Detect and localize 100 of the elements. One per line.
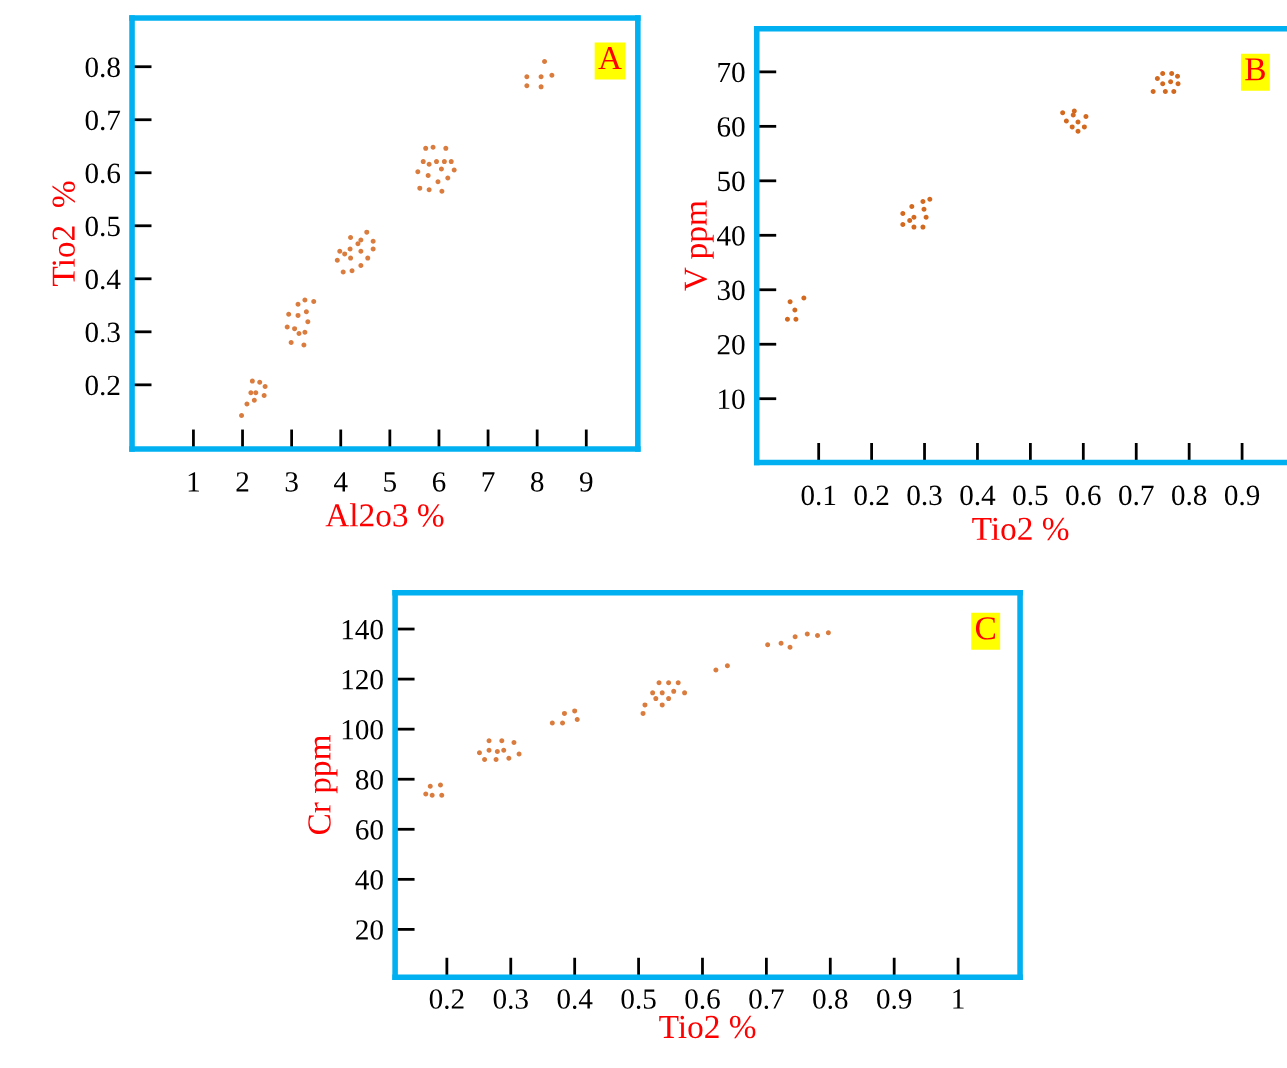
y-tick-label: 0.6: [85, 163, 121, 184]
point: [1060, 110, 1066, 116]
x-tick-label: 0.6: [685, 989, 720, 1009]
point: [921, 206, 927, 212]
annotation: C: [975, 617, 995, 640]
point: [494, 748, 500, 754]
point: [429, 792, 435, 798]
point: [923, 214, 929, 220]
x-tick-label: 0.9: [877, 989, 912, 1009]
point: [1150, 88, 1156, 94]
point: [907, 218, 913, 224]
point: [675, 680, 681, 686]
x-tick-label: 0.3: [493, 989, 528, 1009]
x-tick-label: 0.3: [907, 485, 942, 506]
y-tick-label: 40: [355, 870, 383, 890]
point: [493, 756, 499, 762]
y-tick-label: 40: [717, 226, 745, 246]
x-tick-label: 0.6: [1066, 485, 1101, 506]
point: [653, 696, 659, 702]
x-axis-title: Al2o3 %: [325, 503, 444, 527]
x-tick-label: 9: [579, 472, 593, 492]
point: [1069, 124, 1075, 130]
x-tick-label: 0.5: [1013, 485, 1048, 506]
x-tick-label: 1: [953, 989, 964, 1009]
x-tick-label: 0.8: [813, 989, 848, 1009]
y-tick-label: 0.2: [85, 375, 120, 396]
point: [671, 688, 677, 694]
point: [1160, 81, 1166, 87]
point: [486, 747, 492, 753]
y-tick-label: 60: [356, 820, 383, 840]
x-tick-label: 0.1: [801, 485, 836, 506]
point: [1162, 88, 1168, 94]
point: [1175, 81, 1181, 87]
point: [511, 739, 517, 745]
x-tick-label: 7: [482, 472, 495, 492]
x-tick-label: 0.9: [1224, 485, 1260, 506]
y-tick-label: 50: [718, 171, 745, 192]
point: [909, 203, 915, 209]
x-tick-label: 0.2: [429, 989, 464, 1009]
y-tick-label: 20: [356, 920, 383, 940]
point: [1169, 71, 1175, 76]
x-tick-label: 8: [530, 472, 544, 492]
x-tick-label: 0.4: [557, 989, 593, 1009]
annotation: B: [1245, 58, 1265, 81]
y-tick-label: 10: [719, 389, 745, 410]
point: [784, 316, 790, 322]
point: [778, 640, 784, 646]
y-tick-label: 20: [717, 334, 745, 355]
point: [561, 710, 567, 716]
y-axis-title: V ppm: [684, 200, 714, 291]
point: [1175, 73, 1181, 79]
x-tick-label: 6: [432, 472, 446, 492]
point: [659, 702, 665, 708]
point: [1160, 71, 1166, 76]
point: [560, 720, 566, 726]
point: [911, 214, 917, 220]
x-tick-label: 2: [236, 472, 249, 492]
point: [642, 702, 648, 708]
y-axis-title: Tio2 %: [52, 181, 76, 286]
point: [666, 680, 672, 686]
point: [482, 756, 488, 762]
point: [787, 644, 793, 650]
y-tick-label: 0.4: [85, 269, 121, 290]
point: [900, 211, 906, 216]
point: [801, 295, 807, 301]
point: [682, 690, 688, 696]
y-tick-label: 0.7: [85, 110, 121, 131]
point: [1070, 112, 1076, 118]
y-tick-label: 0.8: [85, 57, 120, 78]
point: [900, 221, 906, 227]
point: [793, 316, 799, 322]
x-tick-label: 1: [188, 472, 199, 492]
x-tick-label: 0.5: [621, 989, 656, 1009]
y-tick-label: 30: [717, 280, 745, 301]
x-axis-title: Tio2 %: [659, 1015, 756, 1039]
point: [1168, 79, 1174, 85]
x-tick-label: 0.7: [1119, 485, 1154, 506]
point: [792, 634, 798, 640]
y-tick-label: 0.5: [85, 216, 120, 237]
y-tick-label: 100: [342, 719, 383, 740]
point: [927, 196, 933, 202]
x-axis-title: Tio2 %: [972, 517, 1069, 541]
point: [825, 630, 831, 636]
x-tick-label: 0.4: [960, 485, 996, 506]
point: [549, 720, 555, 726]
y-axis-title: Cr ppm: [308, 735, 338, 835]
x-tick-label: 0.8: [1172, 485, 1207, 506]
point: [650, 690, 656, 696]
x-tick-label: 5: [384, 472, 396, 492]
x-tick-label: 4: [334, 472, 348, 492]
point: [499, 738, 505, 744]
x-tick-label: 0.7: [749, 989, 784, 1009]
x-tick-label: 0.2: [854, 485, 889, 506]
point: [423, 791, 429, 797]
y-tick-label: 60: [717, 117, 745, 137]
point: [501, 747, 507, 753]
point: [1083, 114, 1089, 120]
point: [640, 710, 646, 716]
point: [804, 631, 810, 637]
point: [765, 642, 771, 648]
